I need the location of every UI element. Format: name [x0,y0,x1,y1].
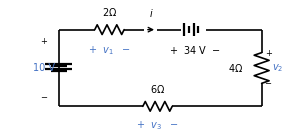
Text: 4$\Omega$: 4$\Omega$ [228,62,243,74]
Text: $+\ \ v_1\ \ -$: $+\ \ v_1\ \ -$ [88,44,130,57]
Text: $v_2$: $v_2$ [272,62,284,74]
Text: 2$\Omega$: 2$\Omega$ [102,6,117,18]
Text: +: + [40,37,47,46]
Text: $+$  34 V  $-$: $+$ 34 V $-$ [169,44,221,56]
Text: $+\ \ v_3\ \ -$: $+\ \ v_3\ \ -$ [136,119,178,132]
Text: +: + [265,50,272,58]
Text: 10 V: 10 V [33,63,55,73]
Text: $-$: $-$ [264,78,272,86]
Text: 6$\Omega$: 6$\Omega$ [150,83,165,95]
Text: $i$: $i$ [149,7,154,19]
Text: $-$: $-$ [40,92,48,101]
